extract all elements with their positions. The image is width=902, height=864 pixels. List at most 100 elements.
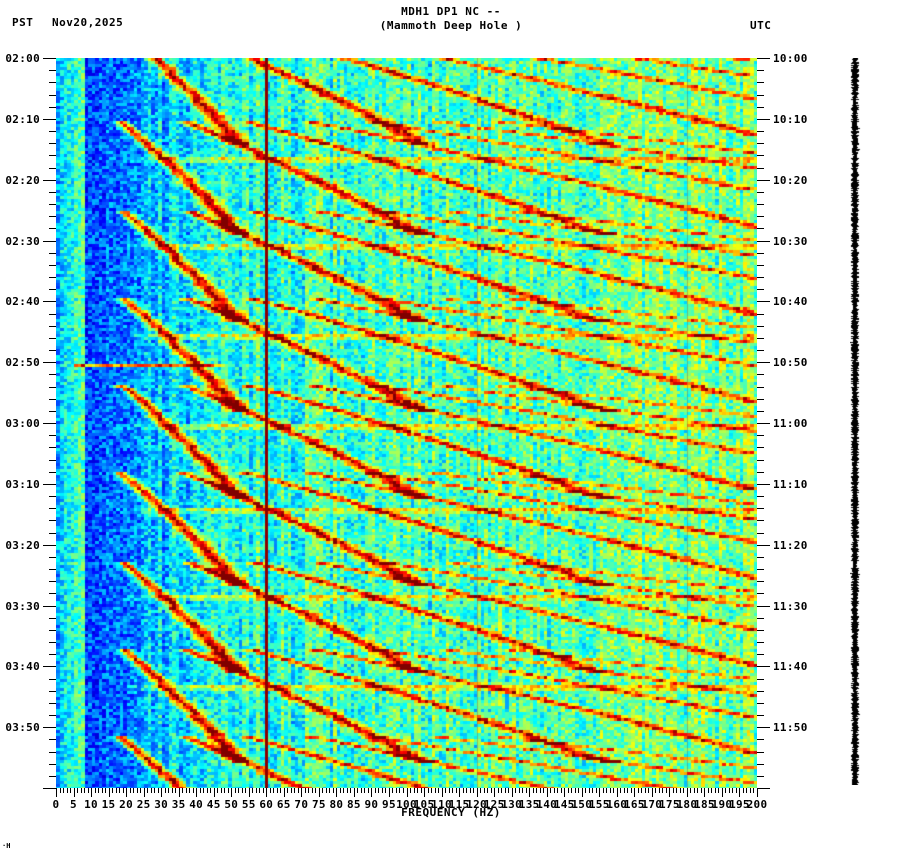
freq-tick-minor (431, 788, 433, 793)
freq-tick-minor (94, 788, 96, 793)
freq-tick-minor (742, 788, 744, 793)
time-tick-minor (49, 337, 56, 339)
spectrogram-canvas (56, 58, 757, 788)
time-tick-minor (757, 143, 764, 145)
time-tick-minor (49, 191, 56, 193)
time-tick-major (757, 240, 770, 242)
freq-tick-minor (427, 788, 429, 793)
freq-tick-minor (522, 788, 524, 793)
freq-tick-major (581, 788, 583, 797)
freq-tick-label: 180 (676, 798, 698, 811)
time-tick-minor (757, 313, 764, 315)
freq-tick-label: 20 (119, 798, 134, 811)
freq-tick-minor (753, 788, 755, 793)
time-tick-label: 10:00 (773, 52, 808, 65)
freq-tick-major (73, 788, 75, 797)
freq-tick-label: 70 (294, 798, 309, 811)
freq-tick-minor (136, 788, 138, 793)
freq-tick-minor (483, 788, 485, 793)
time-tick-minor (49, 690, 56, 692)
time-tick-major (43, 118, 56, 120)
freq-tick-minor (735, 788, 737, 793)
freq-tick-minor (567, 788, 569, 793)
time-tick-minor (49, 410, 56, 412)
time-tick-label: 11:00 (773, 417, 808, 430)
freq-tick-label: 130 (501, 798, 523, 811)
time-tick-minor (49, 374, 56, 376)
freq-tick-label: 60 (259, 798, 274, 811)
time-tick-minor (757, 556, 764, 558)
time-tick-minor (49, 569, 56, 570)
time-tick-minor (757, 106, 764, 108)
freq-tick-major (739, 788, 741, 797)
time-tick-minor (49, 532, 56, 534)
time-tick-major (757, 423, 770, 424)
freq-tick-minor (364, 788, 366, 793)
freq-tick-minor (98, 788, 100, 793)
time-tick-label: 02:30 (5, 234, 40, 248)
time-tick-label: 11:30 (773, 599, 808, 613)
freq-tick-minor (588, 788, 590, 793)
freq-tick-label: 155 (588, 798, 610, 811)
time-tick-minor (49, 447, 56, 449)
freq-tick-label: 5 (70, 798, 77, 811)
freq-tick-minor (417, 788, 418, 793)
time-tick-minor (757, 410, 764, 412)
freq-tick-minor (234, 788, 236, 793)
freq-tick-minor (87, 788, 89, 793)
time-tick-minor (757, 167, 764, 169)
freq-tick-minor (578, 788, 580, 793)
freq-tick-minor (395, 788, 397, 793)
time-tick-minor (49, 143, 56, 145)
freq-tick-minor (192, 788, 194, 793)
freq-tick-minor (168, 788, 170, 793)
time-tick-minor (757, 654, 764, 656)
freq-tick-major (564, 788, 566, 797)
freq-tick-minor (518, 788, 520, 793)
freq-tick-major (686, 788, 688, 797)
freq-tick-minor (175, 788, 177, 793)
freq-tick-label: 30 (154, 798, 169, 811)
freq-tick-minor (294, 788, 296, 793)
time-tick-minor (757, 289, 764, 291)
freq-tick-major (406, 788, 408, 797)
freq-tick-minor (497, 788, 499, 793)
freq-tick-minor (560, 788, 562, 793)
freq-tick-minor (445, 788, 447, 793)
freq-tick-major (546, 788, 548, 797)
time-tick-minor (757, 532, 764, 534)
freq-tick-label: 145 (553, 798, 575, 811)
freq-tick-major (511, 788, 513, 797)
freq-tick-major (336, 788, 338, 797)
timezone-label-left: PST (12, 16, 34, 29)
freq-tick-label: 135 (518, 798, 540, 811)
freq-tick-minor (714, 788, 716, 793)
freq-tick-minor (490, 788, 492, 793)
freq-tick-minor (273, 788, 275, 793)
time-tick-minor (49, 751, 56, 753)
time-tick-minor (49, 94, 56, 96)
freq-tick-minor (378, 788, 380, 793)
freq-tick-minor (343, 788, 345, 793)
freq-tick-minor (185, 788, 187, 793)
time-tick-minor (757, 471, 764, 473)
freq-tick-major (494, 788, 496, 797)
corner-artifact-mark: ·H (2, 842, 11, 850)
freq-tick-major (757, 788, 758, 797)
freq-tick-minor (648, 788, 650, 793)
freq-tick-minor (683, 788, 685, 793)
time-tick-major (757, 58, 770, 59)
freq-tick-minor (658, 788, 660, 793)
time-tick-minor (757, 264, 764, 266)
time-tick-minor (49, 289, 56, 291)
time-tick-major (757, 179, 770, 181)
time-tick-minor (49, 325, 56, 327)
freq-tick-minor (525, 788, 527, 793)
freq-tick-minor (672, 788, 674, 793)
time-tick-minor (49, 581, 56, 583)
time-tick-minor (49, 386, 56, 388)
time-axis-pst: 02:00 02:10 02:20 02:30 02:40 02:50 03:00 03:10… (0, 52, 56, 789)
freq-tick-minor (613, 788, 615, 793)
time-tick-minor (49, 313, 56, 315)
freq-tick-major (599, 788, 601, 797)
